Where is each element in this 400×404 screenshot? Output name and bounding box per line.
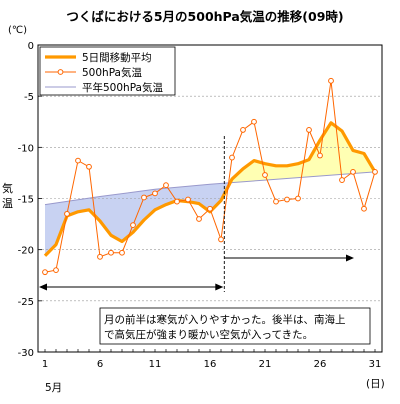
x-axis-ticks: 1 6 11 16 21 26 31 xyxy=(42,349,382,370)
y-axis-ticks: 0 -5 -10 -15 -20 -25 -30 xyxy=(18,41,42,359)
y-tick-label: -20 xyxy=(18,246,34,257)
annotation-line-1: 月の前半は寒気が入りやすかった。後半は、南海上 xyxy=(104,313,346,326)
observed-point xyxy=(163,182,169,189)
observed-point xyxy=(361,205,367,212)
cold-anomaly-fill xyxy=(177,186,188,202)
warm-anomaly-fill xyxy=(243,160,254,182)
warm-anomaly-fill xyxy=(342,130,353,175)
x-axis-month-label: 5月 xyxy=(45,382,62,394)
observed-point xyxy=(339,177,345,183)
y-tick-label: -30 xyxy=(18,348,34,359)
observed-point xyxy=(218,236,224,243)
observed-point xyxy=(152,190,158,197)
observed-point xyxy=(97,253,103,260)
annotation-box: 月の前半は寒気が入りやすかった。後半は、南海上 で高気圧が強まり暖かい空気が入っ… xyxy=(99,307,371,345)
legend-normal-label: 平年500hPa気温 xyxy=(82,81,163,94)
observed-point xyxy=(42,269,48,276)
observed-point xyxy=(240,127,246,133)
legend-moving-average-label: 5日間移動平均 xyxy=(82,51,152,64)
y-tick-label: -5 xyxy=(24,92,34,103)
arrow-head-right xyxy=(215,283,224,291)
observed-point xyxy=(372,168,378,175)
observed-point xyxy=(185,196,191,203)
svg-text:気: 気 xyxy=(2,181,13,195)
observed-point xyxy=(229,154,235,161)
legend-observed-marker xyxy=(57,69,64,75)
observed-point xyxy=(64,210,70,217)
x-axis-unit-label: (日) xyxy=(366,378,385,390)
cold-anomaly-fill xyxy=(210,183,221,212)
x-tick-label: 26 xyxy=(314,359,327,370)
grid-lines xyxy=(38,95,382,302)
observed-temperature-line xyxy=(44,80,376,273)
observed-point xyxy=(262,172,268,178)
observed-point xyxy=(75,157,81,164)
warm-anomaly-fill xyxy=(331,122,342,176)
observed-point xyxy=(207,205,213,212)
cold-anomaly-fill xyxy=(100,195,111,236)
x-tick-label: 16 xyxy=(204,359,217,370)
observed-point xyxy=(130,222,136,229)
observed-point xyxy=(350,168,356,175)
x-tick-label: 31 xyxy=(369,359,382,370)
y-tick-label: 0 xyxy=(28,41,34,52)
normal-temperature-line xyxy=(44,171,376,206)
annotation-line-2: で高気圧が強まり暖かい空気が入ってきた。 xyxy=(104,328,313,341)
warm-anomaly-fill xyxy=(276,165,287,180)
anomaly-fill-area xyxy=(45,122,375,256)
observed-point xyxy=(295,195,301,202)
warm-anomaly-fill xyxy=(353,150,364,174)
cold-anomaly-fill xyxy=(78,198,89,212)
observed-point xyxy=(328,77,334,84)
y-tick-label: -10 xyxy=(18,143,34,154)
legend-observed-label: 500hPa気温 xyxy=(82,66,142,79)
cold-anomaly-fill xyxy=(122,192,133,242)
observed-point xyxy=(119,249,125,256)
observed-point xyxy=(284,196,290,203)
x-tick-label: 11 xyxy=(149,359,162,370)
y-axis-label: 気 温 xyxy=(2,181,13,210)
y-tick-label: -25 xyxy=(18,297,34,308)
warm-anomaly-fill xyxy=(287,163,298,179)
y-tick-label: -15 xyxy=(18,195,34,206)
warm-anomaly-fill xyxy=(265,163,276,181)
x-tick-label: 1 xyxy=(42,359,48,370)
observed-point xyxy=(251,118,257,125)
arrow-head-left xyxy=(39,283,47,291)
series-layer xyxy=(42,77,378,276)
chart-title: つくばにおける5月の500hPa気温の推移(09時) xyxy=(66,9,343,24)
observed-point xyxy=(141,194,147,201)
svg-text:温: 温 xyxy=(2,197,13,210)
cold-anomaly-fill xyxy=(111,193,122,242)
observed-point xyxy=(108,249,114,256)
observed-point xyxy=(306,127,312,133)
x-tick-label: 6 xyxy=(97,359,103,370)
arrow-head-right xyxy=(346,254,354,262)
x-tick-label: 21 xyxy=(259,359,272,370)
cold-anomaly-fill xyxy=(45,203,56,256)
observed-point xyxy=(196,216,202,222)
y-unit-label: (℃) xyxy=(8,25,27,36)
observed-point xyxy=(317,152,323,159)
moving-average-line xyxy=(43,121,377,257)
observed-point xyxy=(86,163,92,170)
observed-point xyxy=(174,198,180,205)
period-divider xyxy=(39,136,354,292)
observed-point xyxy=(53,267,59,274)
observed-point xyxy=(273,198,279,205)
